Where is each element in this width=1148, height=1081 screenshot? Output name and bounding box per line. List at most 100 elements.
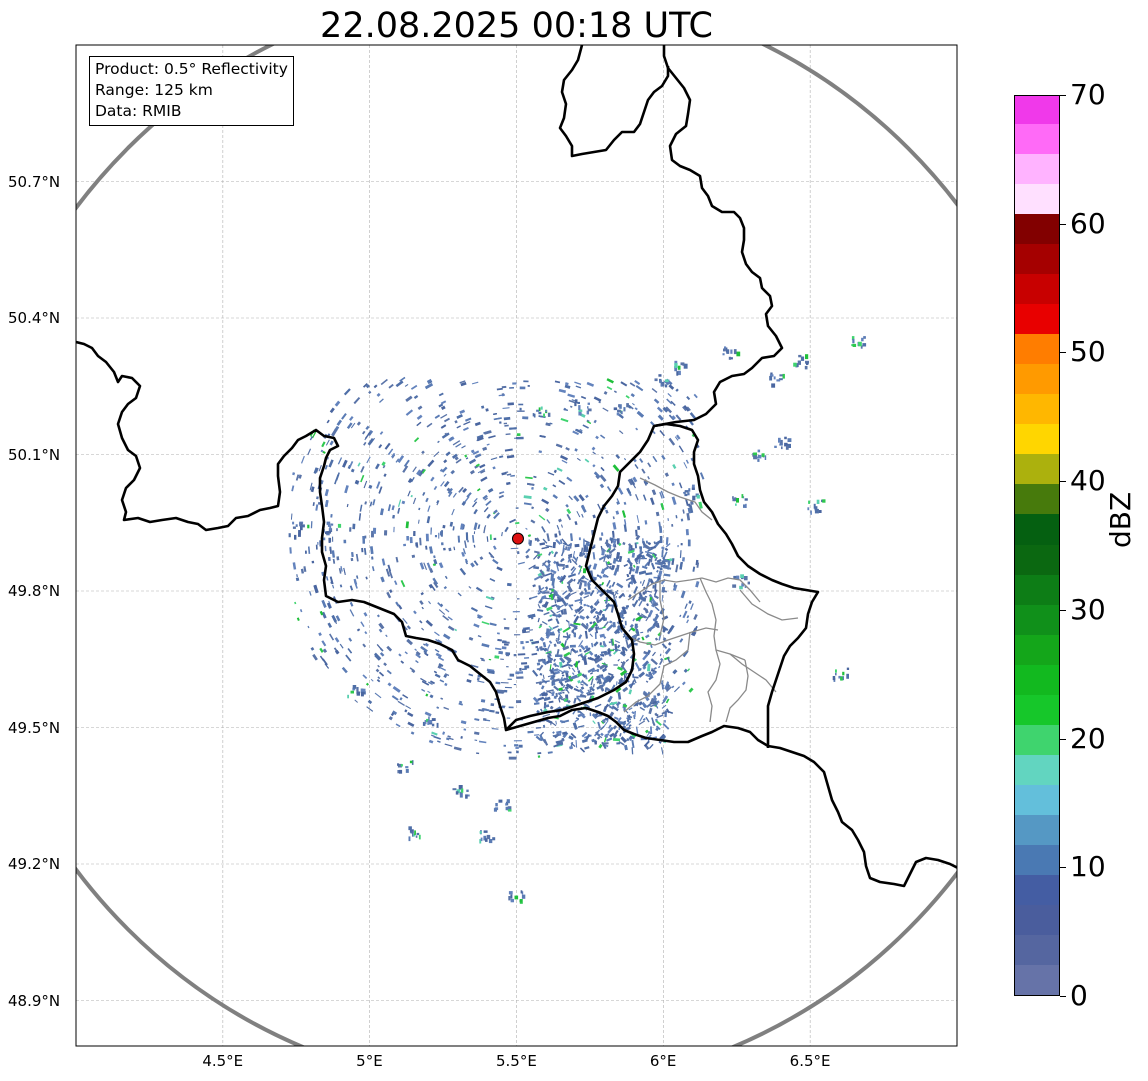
echo-pixel [416, 469, 422, 476]
echo-pixel [543, 647, 548, 652]
echo-pixel [407, 711, 414, 717]
echo-pixel [547, 751, 553, 754]
echo-pixel [613, 390, 617, 394]
echo-pixel [774, 445, 777, 448]
echo-pixel [535, 727, 542, 729]
echo-pixel [549, 705, 554, 710]
echo-pixel [385, 568, 390, 577]
echo-pixel [426, 378, 432, 384]
echo-pixel [362, 643, 367, 648]
echo-pixel [458, 785, 463, 790]
echo-pixel [647, 476, 650, 480]
echo-pixel [539, 636, 545, 642]
echo-pixel [441, 432, 450, 439]
echo-pixel [645, 540, 648, 544]
echo-pixel [650, 421, 655, 426]
echo-pixel [329, 576, 334, 585]
echo-pixel [533, 554, 539, 560]
echo-pixel [454, 420, 458, 424]
echo-pixel [566, 476, 573, 482]
echo-pixel [583, 538, 585, 547]
echo-pixel [659, 491, 663, 499]
echo-pixel [477, 468, 486, 474]
echo-pixel [433, 581, 439, 589]
echo-pixel [589, 605, 594, 610]
echo-pixel [378, 486, 383, 494]
echo-pixel [589, 672, 594, 675]
echo-pixel [375, 668, 380, 673]
echo-pixel [387, 682, 392, 687]
echo-pixel [327, 622, 332, 629]
echo-pixel [832, 676, 836, 681]
echo-pixel [324, 545, 327, 552]
echo-pixel [436, 706, 440, 709]
echo-pixel [617, 658, 620, 662]
echo-pixel [362, 674, 368, 680]
echo-pixel [564, 546, 568, 551]
echo-pixel [560, 610, 565, 615]
echo-pixel [757, 454, 762, 459]
echo-pixel [415, 651, 421, 656]
echo-pixel [626, 559, 633, 566]
echo-pixel [625, 720, 632, 727]
echo-pixel [724, 346, 727, 351]
echo-pixel [548, 640, 553, 644]
echo-pixel [599, 657, 603, 661]
echo-pixel [418, 834, 421, 840]
echo-pixel [315, 544, 318, 550]
echo-pixel [512, 382, 517, 385]
echo-pixel [597, 677, 603, 685]
echo-pixel [337, 457, 343, 465]
echo-pixel [680, 543, 683, 546]
echo-pixel [665, 537, 669, 545]
info-data-source: Data: RMIB [95, 102, 182, 120]
echo-pixel [584, 746, 590, 750]
echo-pixel [592, 552, 596, 560]
echo-pixel [660, 490, 665, 499]
echo-pixel [443, 459, 448, 464]
echo-pixel [599, 483, 605, 489]
echo-pixel [404, 651, 408, 655]
echo-pixel [638, 553, 644, 559]
echo-pixel [489, 534, 492, 540]
echo-pixel [559, 657, 566, 664]
echo-pixel [657, 414, 664, 421]
echo-pixel [525, 476, 533, 480]
echo-pixel [582, 568, 587, 574]
echo-pixel [485, 408, 489, 412]
colorbar-tick [1060, 95, 1066, 96]
echo-pixel [485, 719, 491, 722]
echo-pixel [462, 487, 468, 493]
lat-tick-label: 50.1°N [8, 445, 61, 464]
map-title: 22.08.2025 00:18 UTC [320, 6, 713, 46]
echo-pixel [361, 547, 364, 553]
info-range: Range: 125 km [95, 81, 213, 99]
echo-pixel [388, 383, 394, 389]
echo-pixel [309, 591, 312, 596]
echo-pixel [295, 577, 300, 582]
echo-pixel [558, 687, 563, 691]
echo-pixel [689, 412, 697, 420]
echo-pixel [350, 557, 354, 562]
echo-pixel [349, 602, 354, 607]
echo-pixel [610, 539, 613, 544]
echo-pixel [639, 581, 642, 584]
echo-pixel [651, 667, 653, 672]
echo-pixel [647, 625, 656, 632]
echo-pixel [506, 455, 515, 459]
echo-pixel [447, 487, 453, 495]
echo-pixel [546, 533, 550, 542]
echo-pixel [574, 650, 579, 654]
echo-pixel [495, 803, 498, 807]
echo-pixel [643, 607, 647, 611]
echo-pixel [679, 614, 682, 618]
echo-pixel [414, 830, 416, 835]
echo-pixel [691, 487, 695, 490]
echo-pixel [609, 553, 612, 559]
echo-pixel [503, 416, 511, 421]
echo-pixel [549, 591, 553, 595]
echo-pixel [659, 660, 663, 665]
echo-pixel [362, 383, 368, 388]
echo-pixel [481, 405, 485, 409]
colorbar-segment [1015, 453, 1059, 485]
